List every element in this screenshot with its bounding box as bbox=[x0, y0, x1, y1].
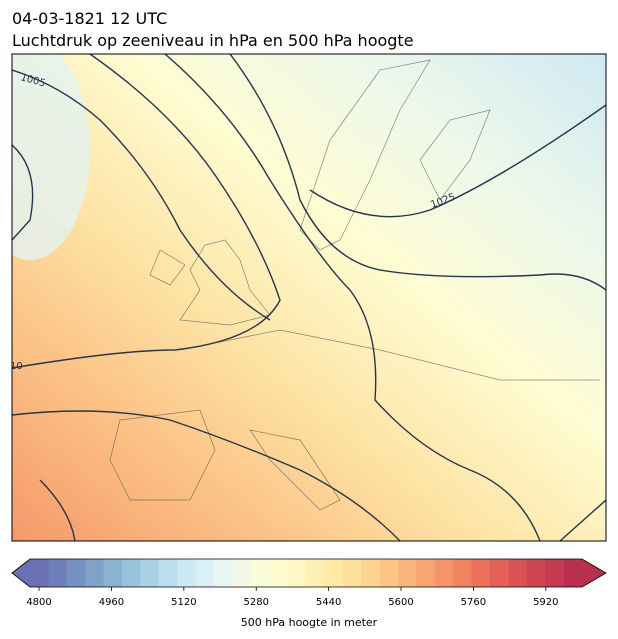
height-field bbox=[12, 54, 606, 541]
colorbar-block bbox=[379, 559, 399, 587]
map: 1005 1025 10 bbox=[10, 54, 606, 541]
colorbar-block bbox=[453, 559, 473, 587]
colorbar-block bbox=[287, 559, 307, 587]
colorbar-block bbox=[490, 559, 509, 587]
colorbar: 4800 4960 5120 5280 5440 5600 5760 5920 bbox=[11, 558, 607, 608]
colorbar-block bbox=[103, 559, 123, 587]
coastlines bbox=[109, 59, 600, 511]
colorbar-block bbox=[195, 559, 215, 587]
colorbar-tick-label: 4800 bbox=[26, 597, 51, 608]
colorbar-tick-label: 5280 bbox=[244, 597, 269, 608]
colorbar-block bbox=[434, 559, 454, 587]
colorbar-tick-label: 5440 bbox=[316, 597, 341, 608]
colorbar-tick-label: 5120 bbox=[171, 597, 196, 608]
colorbar-block bbox=[471, 559, 491, 587]
colorbar-label: 500 hPa hoogte in meter bbox=[241, 616, 378, 629]
colorbar-tick-label: 4960 bbox=[99, 597, 124, 608]
colorbar-block bbox=[214, 559, 233, 587]
colorbar-block bbox=[30, 559, 49, 587]
colorbar-tick-label: 5600 bbox=[388, 597, 413, 608]
colorbar-extend bbox=[582, 559, 606, 587]
colorbar-block bbox=[122, 559, 141, 587]
title-line: Luchtdruk op zeeniveau in hPa en 500 hPa… bbox=[12, 31, 414, 50]
colorbar-block bbox=[361, 559, 381, 587]
colorbar-block bbox=[177, 559, 197, 587]
colorbar-block bbox=[66, 559, 86, 587]
colorbar-block bbox=[545, 559, 565, 587]
colorbar-extend bbox=[12, 559, 30, 587]
colorbar-block bbox=[269, 559, 289, 587]
map-frame bbox=[11, 53, 607, 542]
colorbar-tick-label: 5920 bbox=[533, 597, 558, 608]
isobars bbox=[12, 54, 606, 541]
colorbar-block bbox=[85, 559, 105, 587]
colorbar-block bbox=[306, 559, 325, 587]
colorbar-block bbox=[232, 559, 252, 587]
colorbar-block bbox=[48, 559, 68, 587]
colorbar-block bbox=[508, 559, 528, 587]
colorbar-block bbox=[250, 559, 270, 587]
colorbar-block bbox=[342, 559, 362, 587]
colorbar-block bbox=[398, 559, 417, 587]
colorbar-block bbox=[140, 559, 160, 587]
colorbar-block bbox=[526, 559, 546, 587]
title-line: 04-03-1821 12 UTC bbox=[12, 9, 167, 28]
colorbar-outline bbox=[11, 558, 607, 588]
colorbar-block bbox=[563, 559, 583, 587]
colorbar-tick-label: 5760 bbox=[461, 597, 486, 608]
contour-label: 10 bbox=[10, 361, 23, 372]
colorbar-block bbox=[324, 559, 344, 587]
colorbar-block bbox=[158, 559, 178, 587]
colorbar-block bbox=[416, 559, 436, 587]
